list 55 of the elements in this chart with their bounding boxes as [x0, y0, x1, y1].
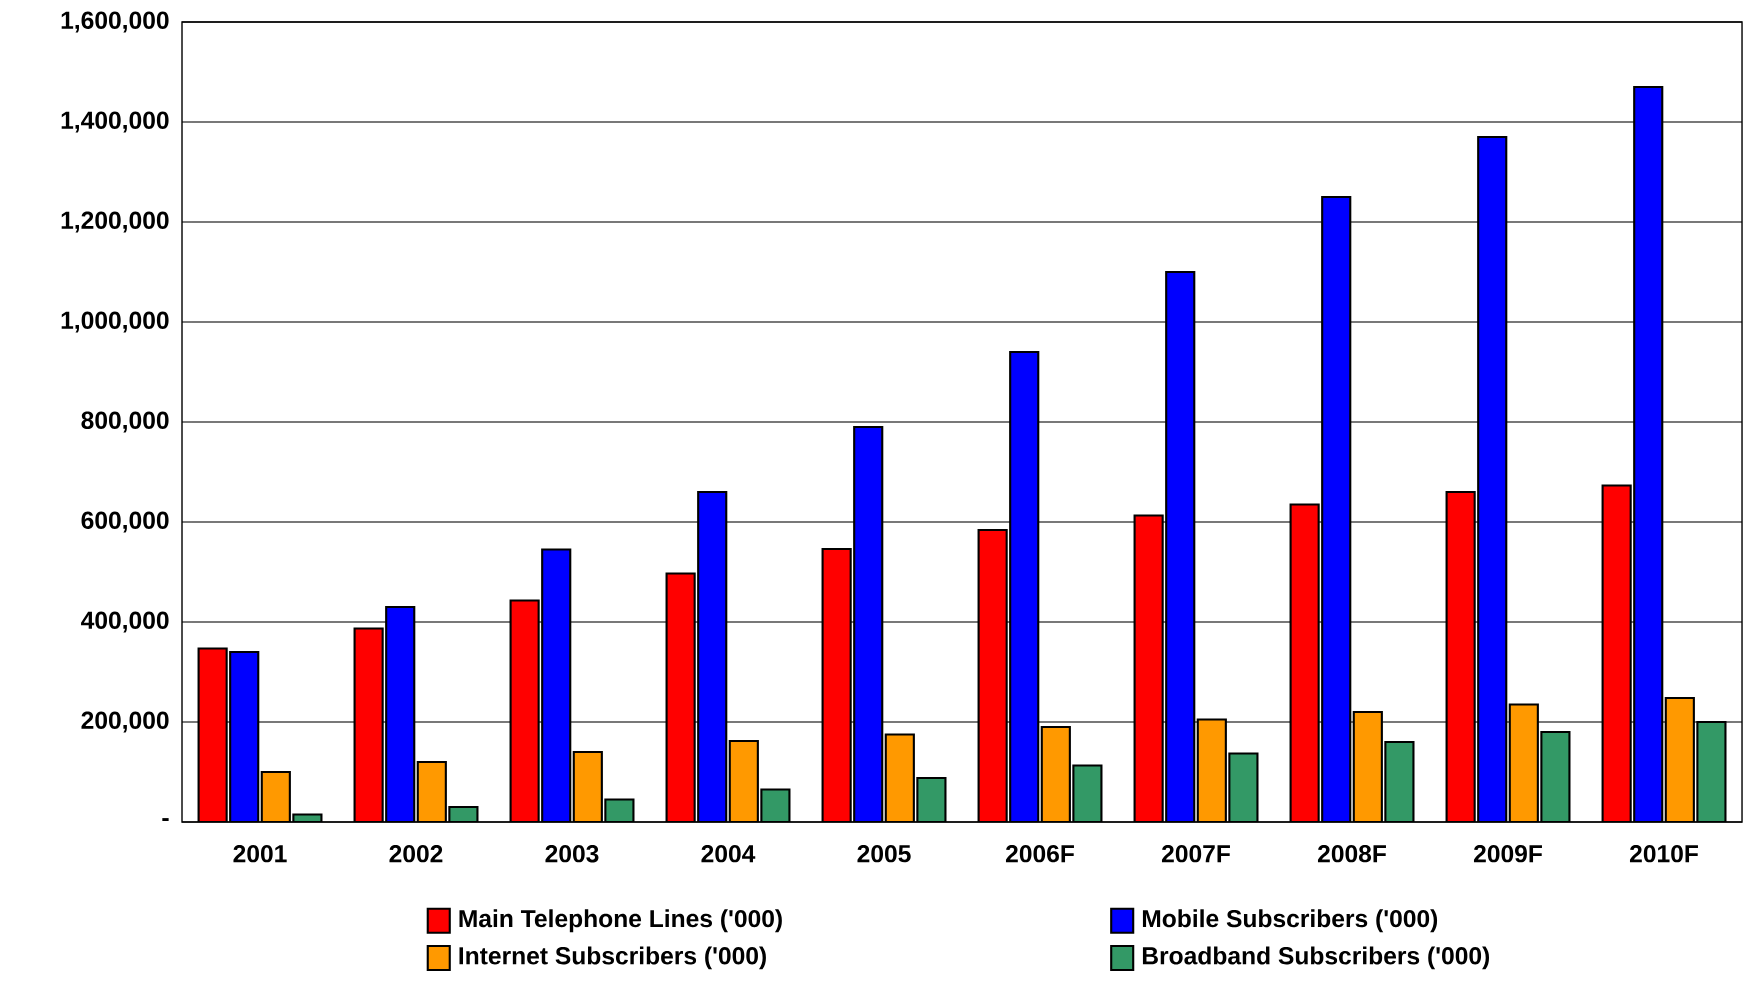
bar [230, 652, 259, 822]
x-tick-label: 2005 [857, 845, 911, 863]
bar [417, 762, 446, 822]
x-tick-label: 2004 [701, 845, 756, 863]
bar [1696, 720, 1727, 822]
bar [1385, 742, 1414, 822]
x-tick-label: 2001 [233, 845, 287, 863]
bar [1134, 515, 1163, 822]
bar [198, 648, 227, 822]
bar [1601, 484, 1632, 822]
legend-label: Internet Subscribers ('000) [459, 946, 766, 970]
bar [698, 492, 727, 822]
bar [822, 549, 851, 822]
bar [1353, 712, 1382, 822]
bar [1446, 492, 1475, 822]
bar [1290, 504, 1319, 822]
bar [1322, 196, 1351, 822]
bar [1664, 696, 1695, 822]
bar [1197, 719, 1226, 822]
y-tick-label: 800,000 [81, 411, 169, 433]
bar [1541, 732, 1570, 822]
bar [666, 573, 695, 822]
y-tick-label: 1,000,000 [61, 311, 169, 333]
bar [885, 734, 914, 822]
bar [854, 427, 883, 822]
y-tick-label: 1,200,000 [61, 211, 169, 233]
bar [510, 600, 539, 822]
bar [386, 607, 415, 822]
bar [573, 751, 602, 822]
x-tick-label: 2002 [389, 845, 443, 863]
legend-label: Main Telephone Lines ('000) [459, 909, 782, 933]
bar [1041, 727, 1070, 822]
bar [1010, 351, 1039, 822]
y-tick-label: 1,600,000 [61, 11, 169, 33]
y-tick-label: 600,000 [81, 511, 169, 533]
bar [542, 549, 571, 822]
x-tick-label: 2007F [1161, 845, 1230, 863]
x-tick-label: 2006F [1005, 845, 1074, 863]
bar [729, 741, 758, 822]
x-tick-label: 2010F [1629, 845, 1698, 863]
bar [354, 628, 383, 822]
y-tick-label: 1,400,000 [61, 111, 169, 133]
y-tick-label: 400,000 [81, 611, 169, 633]
legend-label: Mobile Subscribers ('000) [1142, 909, 1438, 933]
y-tick-label: 200,000 [81, 711, 169, 733]
bar [1478, 136, 1507, 822]
bar [978, 529, 1007, 822]
bar [1633, 85, 1664, 822]
bar [1166, 272, 1195, 822]
x-tick-label: 2008F [1317, 845, 1386, 863]
bar [1509, 704, 1538, 822]
legend-label: Broadband Subscribers ('000) [1142, 946, 1490, 970]
x-tick-label: 2009F [1473, 845, 1542, 863]
y-tick-label: - [162, 818, 169, 822]
x-tick-label: 2003 [545, 845, 599, 863]
